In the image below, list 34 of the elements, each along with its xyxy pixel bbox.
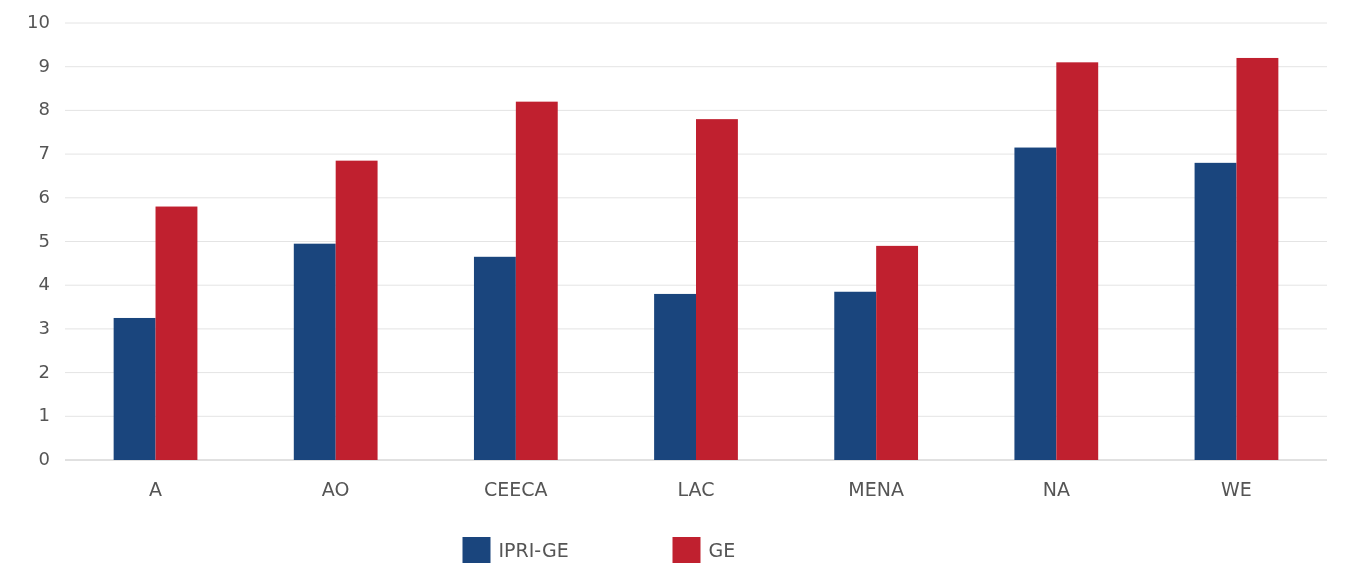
x-tick-label: WE <box>1221 477 1252 500</box>
y-tick-label: 7 <box>38 142 50 164</box>
bar <box>654 293 696 460</box>
x-tick-label: NA <box>1042 477 1070 500</box>
x-tick-label: AO <box>321 477 350 500</box>
bar <box>335 160 378 460</box>
x-tick-label: A <box>149 477 163 500</box>
bar <box>113 317 156 460</box>
y-tick-label: 0 <box>38 448 50 469</box>
bar <box>1056 62 1099 460</box>
bar <box>696 119 738 460</box>
y-tick-label: 10 <box>27 11 50 32</box>
legend-label: IPRI-GE <box>498 538 569 561</box>
y-tick-label: 4 <box>38 273 50 295</box>
bar <box>515 101 558 460</box>
y-tick-label: 1 <box>38 404 50 426</box>
y-tick-label: 9 <box>38 54 50 76</box>
bar <box>1194 162 1237 460</box>
x-tick-label: LAC <box>677 477 715 500</box>
bar <box>473 256 516 460</box>
legend-label: GE <box>708 538 736 561</box>
y-tick-label: 5 <box>38 229 50 251</box>
bar <box>834 291 877 460</box>
x-tick-label: CEECA <box>484 477 548 500</box>
bar <box>876 245 919 460</box>
bar <box>293 243 336 460</box>
bar <box>1014 147 1057 460</box>
y-tick-label: 2 <box>38 360 50 382</box>
y-tick-label: 3 <box>38 316 50 338</box>
bar <box>1236 57 1279 460</box>
bar <box>155 206 198 460</box>
y-tick-label: 8 <box>38 98 50 120</box>
y-tick-label: 6 <box>38 185 50 207</box>
x-tick-label: MENA <box>848 477 904 500</box>
